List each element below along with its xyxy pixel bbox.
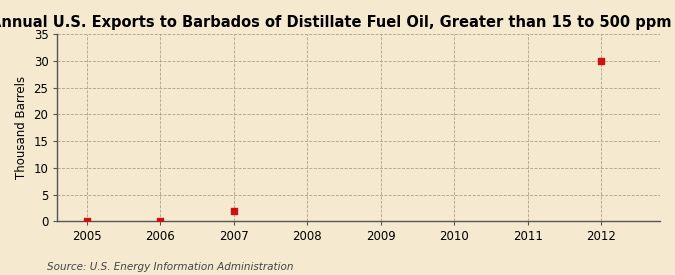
Point: [155, 218, 166, 223]
Point: [596, 59, 607, 63]
Point: [228, 208, 239, 213]
Y-axis label: Thousand Barrels: Thousand Barrels: [15, 76, 28, 179]
Point: [82, 219, 92, 224]
Text: Source: U.S. Energy Information Administration: Source: U.S. Energy Information Administ…: [47, 262, 294, 272]
Title: Annual U.S. Exports to Barbados of Distillate Fuel Oil, Greater than 15 to 500 p: Annual U.S. Exports to Barbados of Disti…: [0, 15, 675, 30]
